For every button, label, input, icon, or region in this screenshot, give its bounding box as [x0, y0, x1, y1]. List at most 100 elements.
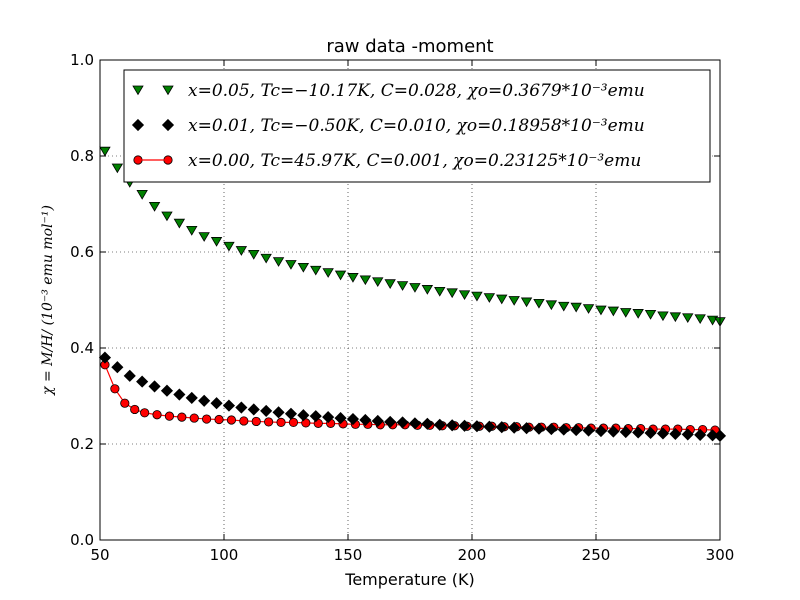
- data-point: [322, 411, 335, 424]
- data-point: [260, 404, 273, 417]
- y-tick-label: 0.4: [70, 339, 94, 357]
- data-point: [185, 391, 198, 404]
- data-point: [409, 283, 421, 293]
- x-tick-label: 250: [582, 546, 611, 564]
- data-point: [396, 281, 409, 291]
- data-point: [226, 415, 237, 425]
- data-point: [334, 412, 347, 425]
- data-point: [210, 397, 223, 410]
- data-point: [508, 296, 520, 306]
- data-point: [446, 419, 459, 432]
- data-point: [152, 410, 162, 420]
- y-tick-label: 0.2: [70, 435, 94, 453]
- data-point: [421, 285, 434, 295]
- plot-frame: [99, 59, 721, 541]
- data-point: [202, 414, 212, 424]
- data-point: [99, 146, 111, 157]
- data-point: [251, 416, 261, 427]
- legend-marker: [132, 85, 144, 96]
- data-point: [161, 211, 173, 222]
- data-point: [607, 306, 620, 317]
- data-point: [347, 273, 359, 283]
- data-point: [669, 427, 682, 440]
- data-point: [198, 232, 210, 242]
- data-point: [682, 313, 694, 324]
- y-tick-label: 0.6: [70, 243, 94, 261]
- data-point: [372, 277, 384, 288]
- data-point: [276, 417, 286, 427]
- x-tick-label: 100: [210, 546, 239, 564]
- legend: x=0.05, Tc=−10.17K, C=0.028, χo=0.3679*1…: [123, 69, 711, 183]
- data-point: [111, 361, 124, 374]
- data-point: [334, 270, 347, 281]
- data-point: [532, 422, 546, 435]
- data-point: [620, 308, 632, 318]
- data-point: [285, 260, 297, 270]
- data-point: [644, 426, 657, 440]
- x-tick-label: 300: [706, 546, 735, 564]
- data-point: [545, 300, 558, 311]
- data-point: [632, 309, 644, 319]
- data-point: [148, 201, 161, 212]
- x-tick-label: 200: [458, 546, 487, 564]
- data-point: [177, 412, 187, 422]
- data-point: [248, 249, 260, 260]
- data-point: [247, 403, 260, 416]
- data-point: [644, 309, 657, 320]
- chart-title: raw data -moment: [326, 36, 493, 57]
- data-point: [288, 417, 299, 427]
- data-point: [458, 290, 471, 301]
- data-point: [694, 314, 706, 325]
- data-point: [346, 412, 360, 426]
- data-point: [408, 417, 422, 430]
- data-point: [173, 218, 186, 229]
- data-point: [284, 407, 298, 420]
- data-point: [111, 163, 124, 174]
- data-point: [533, 298, 545, 309]
- data-point: [210, 237, 223, 247]
- legend-marker: [131, 118, 145, 132]
- data-point: [297, 409, 310, 422]
- series-layer: [98, 146, 727, 442]
- data-point: [706, 429, 719, 442]
- data-point: [384, 279, 396, 289]
- data-point: [694, 428, 707, 441]
- legend-marker: [161, 118, 175, 132]
- data-point: [98, 351, 112, 364]
- data-point: [558, 301, 570, 312]
- data-point: [130, 404, 140, 415]
- data-point: [264, 417, 274, 427]
- data-point: [681, 428, 694, 441]
- data-point: [120, 398, 130, 408]
- data-point: [657, 311, 669, 322]
- data-point: [557, 423, 570, 436]
- data-point: [495, 421, 508, 434]
- data-point: [483, 293, 496, 303]
- data-point: [235, 246, 248, 256]
- data-point: [483, 420, 496, 433]
- data-point: [371, 414, 384, 428]
- data-point: [260, 253, 272, 264]
- x-axis-label: Temperature (K): [344, 570, 474, 589]
- data-point: [594, 424, 608, 438]
- series-diamond: [98, 351, 727, 442]
- series-triangle-down: [99, 146, 726, 327]
- data-point: [297, 262, 310, 273]
- y-axis-label: χ = M/H/ (10⁻³ emu mol⁻¹): [40, 205, 56, 396]
- data-point: [359, 413, 372, 427]
- data-point: [619, 425, 632, 439]
- data-point: [272, 257, 285, 267]
- tick-labels: 50 100 150 200 250 300 0.0 0.2 0.4 0.6 0.8 1.0: [70, 51, 734, 564]
- data-point: [421, 417, 434, 430]
- data-point: [496, 294, 508, 305]
- data-point: [189, 413, 199, 423]
- data-point: [164, 411, 175, 421]
- data-point: [396, 416, 409, 429]
- data-point: [607, 425, 620, 438]
- data-point: [520, 297, 533, 308]
- legend-entry: x=0.00, Tc=45.97K, C=0.001, χo=0.23125*1…: [188, 151, 641, 171]
- data-point: [160, 384, 174, 397]
- data-point: [136, 189, 148, 200]
- data-point: [239, 416, 249, 426]
